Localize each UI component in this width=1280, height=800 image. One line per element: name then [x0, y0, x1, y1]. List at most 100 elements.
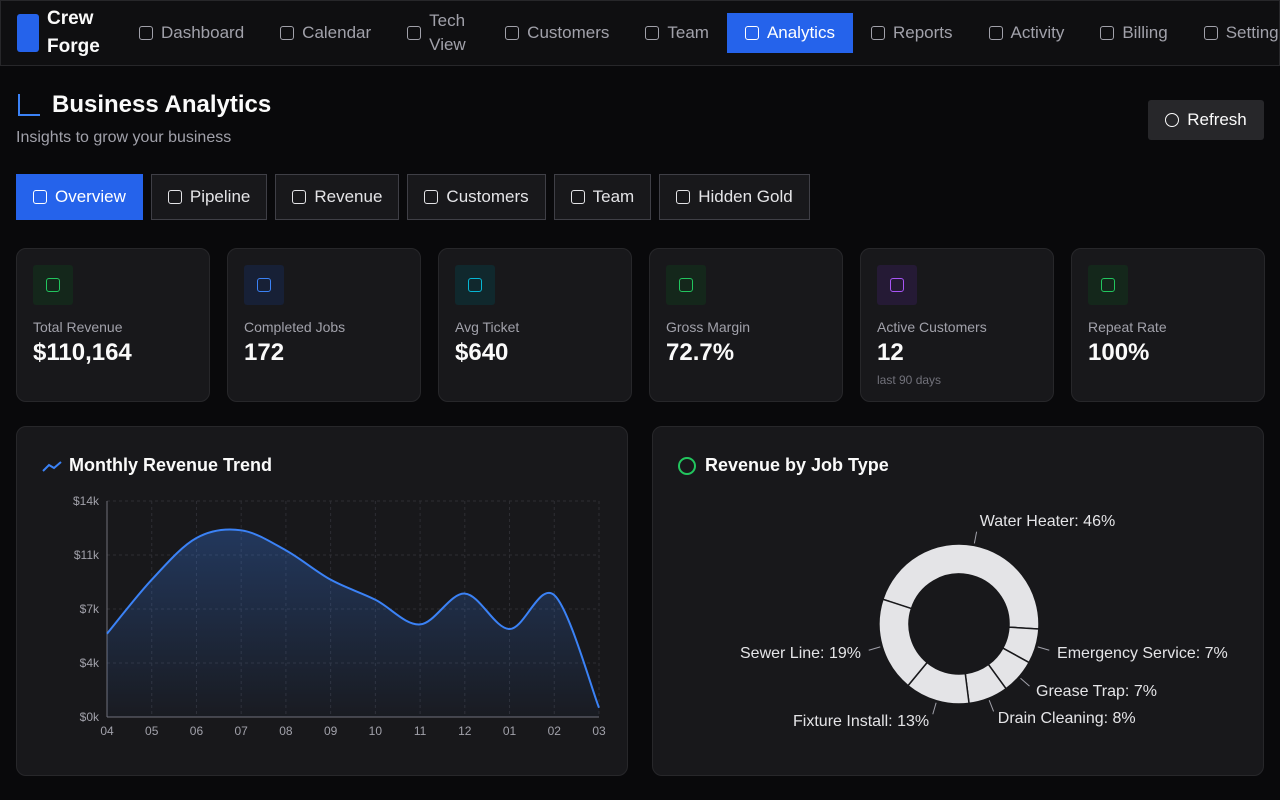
tab-label: Pipeline	[189, 187, 251, 206]
x-tick-label: 02	[548, 724, 562, 738]
slice-label: Drain Cleaning: 8%	[998, 710, 1136, 727]
nav-item[interactable]: Calendar	[262, 13, 389, 53]
tab-icon	[33, 190, 47, 204]
nav-item[interactable]: Customers	[487, 13, 627, 53]
tab[interactable]: Hidden Gold	[659, 174, 810, 220]
title-icon	[678, 457, 696, 475]
nav-label: Calendar	[302, 23, 372, 42]
nav-label: Activity	[1010, 23, 1065, 42]
nav-item[interactable]: Analytics	[726, 13, 853, 53]
nav-label: Analytics	[766, 23, 835, 42]
leader-line	[1037, 646, 1050, 651]
tabs: Overview Pipeline Revenue Customers Team Hidd…	[16, 174, 810, 220]
refresh-label: Refresh	[1187, 110, 1247, 129]
tab[interactable]: Pipeline	[150, 174, 268, 220]
tab-icon	[292, 190, 307, 204]
kpi-glyph	[468, 278, 482, 292]
kpi-card: Repeat Rate 100%	[1071, 248, 1265, 402]
tab-label: Revenue	[314, 187, 383, 206]
tab[interactable]: Team	[553, 174, 652, 220]
nav-icon	[1203, 26, 1218, 40]
kpi-value: $110,164	[33, 339, 132, 366]
kpi-value: 72.7%	[666, 339, 735, 366]
kpi-card: Total Revenue $110,164	[16, 248, 210, 402]
nav-item[interactable]: Activity	[971, 13, 1083, 53]
brand[interactable]: Crew Forge	[17, 5, 107, 61]
leader-line	[1020, 677, 1030, 687]
nav-item[interactable]: Settings	[1186, 13, 1279, 53]
kpi-glyph	[1101, 278, 1115, 292]
x-tick-label: 08	[279, 724, 293, 738]
pie-card: Water Heater: 46% Emergency Service: 7% Gr…	[652, 426, 1264, 776]
x-tick-label: 01	[503, 724, 517, 738]
page-subtitle: Insights to grow your business	[16, 129, 232, 146]
y-tick-label: $14k	[73, 494, 100, 508]
kpi-label: Total Revenue	[33, 319, 123, 335]
nav-icon	[280, 26, 295, 40]
refresh-icon	[1165, 113, 1180, 127]
chart-title: Monthly Revenue Trend	[69, 455, 273, 475]
kpi-card: Active Customers 12 last 90 days	[860, 248, 1054, 402]
brand-name: Crew Forge	[47, 8, 100, 57]
x-tick-label: 04	[100, 724, 114, 738]
tab[interactable]: Overview	[16, 174, 143, 220]
pie-slice	[878, 598, 929, 687]
tab-label: Overview	[55, 187, 126, 206]
y-tick-label: $7k	[80, 602, 100, 616]
refresh-button[interactable]: Refresh	[1148, 100, 1264, 140]
kpi-icon	[1088, 265, 1128, 305]
nav-label: Customers	[527, 23, 610, 42]
slice-label: Water Heater: 46%	[980, 513, 1115, 530]
tab[interactable]: Revenue	[275, 174, 400, 220]
nav-item[interactable]: Billing	[1082, 13, 1185, 53]
pie-chart: Water Heater: 46% Emergency Service: 7% Gr…	[678, 457, 1228, 730]
kpi-value: 100%	[1088, 339, 1150, 366]
nav-item[interactable]: Reports	[853, 13, 971, 53]
kpi-value: 12	[877, 339, 904, 366]
kpi-icon	[33, 265, 73, 305]
y-tick-label: $4k	[80, 656, 100, 670]
nav-item[interactable]: Tech View	[389, 11, 487, 54]
nav-label: Dashboard	[161, 23, 245, 42]
kpi-value: 172	[244, 339, 285, 366]
kpi-note: last 90 days	[877, 373, 942, 387]
kpi-glyph	[890, 278, 904, 292]
tab-icon	[570, 190, 585, 204]
tab-icon	[676, 190, 691, 204]
kpi-icon	[244, 265, 284, 305]
kpi-card: Completed Jobs 172	[227, 248, 421, 402]
nav-item[interactable]: Team	[627, 13, 727, 53]
y-tick-label: $0k	[80, 710, 100, 724]
kpi-icon	[877, 265, 917, 305]
line-card: $0k $4k $7k $11k $14k 04 05 06 07 08 09 10 11 12 01 02 0…	[16, 426, 628, 776]
tab-icon	[167, 190, 182, 204]
nav-icon	[139, 26, 153, 40]
y-tick-label: $11k	[74, 548, 100, 562]
tab[interactable]: Customers	[407, 174, 546, 220]
nav-item[interactable]: Dashboard	[121, 13, 262, 53]
page-title: Business Analytics	[52, 91, 272, 118]
kpi-icon	[666, 265, 706, 305]
slice-label: Fixture Install: 13%	[793, 713, 929, 730]
line-chart: $0k $4k $7k $11k $14k 04 05 06 07 08 09 10 11 12 01 02 0…	[42, 461, 606, 738]
tab-label: Hidden Gold	[698, 187, 793, 206]
kpi-glyph	[46, 278, 60, 292]
kpi-label: Completed Jobs	[244, 319, 346, 335]
kpi-card: Avg Ticket $640	[438, 248, 632, 402]
nav-icon	[1100, 26, 1115, 40]
nav-icon	[744, 26, 759, 40]
nav-icon	[407, 26, 422, 40]
nav-label: Tech View	[429, 11, 466, 54]
x-tick-label: 10	[369, 724, 383, 738]
kpi-label: Repeat Rate	[1088, 319, 1167, 335]
slice-label: Emergency Service: 7%	[1057, 645, 1228, 662]
chart-title: Revenue by Job Type	[705, 455, 889, 475]
nav-label: Settings	[1225, 23, 1279, 42]
kpi-label: Gross Margin	[666, 319, 751, 335]
kpi-icon	[455, 265, 495, 305]
leader-line	[932, 702, 937, 715]
area	[107, 529, 599, 717]
slice-label: Grease Trap: 7%	[1036, 683, 1157, 700]
x-tick-label: 07	[235, 724, 249, 738]
